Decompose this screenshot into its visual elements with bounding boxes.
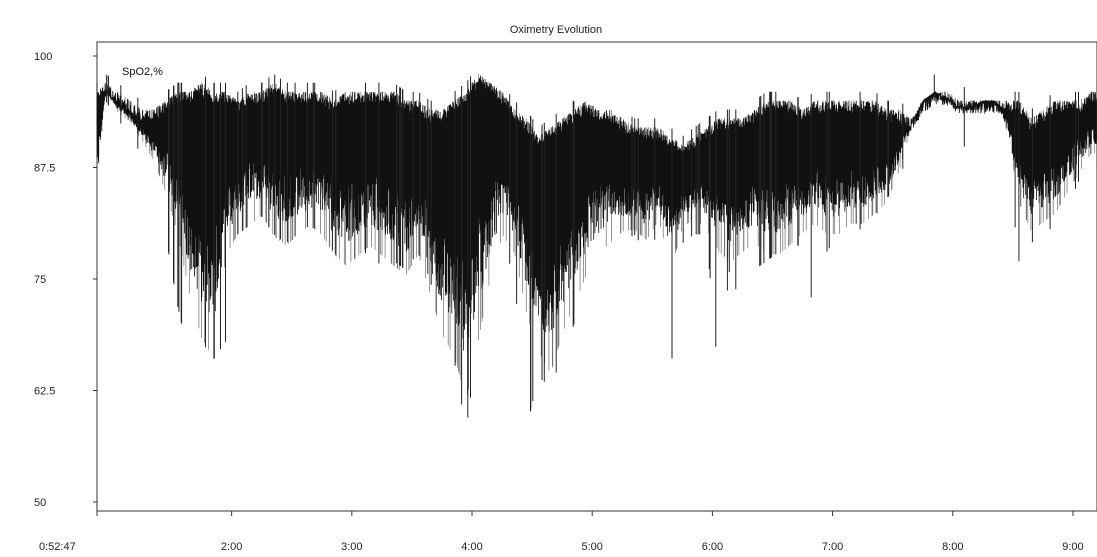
x-tick-label: 0:52:47 <box>39 541 76 553</box>
x-tick-label: 3:00 <box>341 541 362 553</box>
series-label-background <box>119 62 169 78</box>
x-tick-label: 9:00 <box>1062 541 1083 553</box>
x-tick-label: 5:00 <box>581 541 602 553</box>
x-tick-label: 2:00 <box>221 541 242 553</box>
y-tick-label: 62.5 <box>34 386 55 398</box>
spo2-trace <box>96 76 1097 351</box>
chart-title: Oximetry Evolution <box>510 24 602 36</box>
plot-area-frame <box>96 41 1097 512</box>
y-axis: 100 87.5 75 62.5 50 <box>34 51 97 509</box>
y-tick-label: 100 <box>34 51 52 63</box>
y-tick-label: 75 <box>34 274 46 286</box>
series-label: SpO2,% <box>122 66 163 78</box>
x-tick-label: 6:00 <box>702 541 723 553</box>
x-tick-label: 8:00 <box>942 541 963 553</box>
y-tick-label: 87.5 <box>34 163 55 175</box>
spo2-desaturation-spikes <box>106 74 1097 418</box>
x-tick-label: 4:00 <box>461 541 482 553</box>
spo2-series <box>96 73 1097 418</box>
x-axis: 0:52:47 2:00 3:00 4:00 5:00 6:00 7:00 8:00 9:00 <box>39 511 1084 553</box>
y-tick-label: 50 <box>34 497 46 509</box>
x-tick-label: 7:00 <box>822 541 843 553</box>
